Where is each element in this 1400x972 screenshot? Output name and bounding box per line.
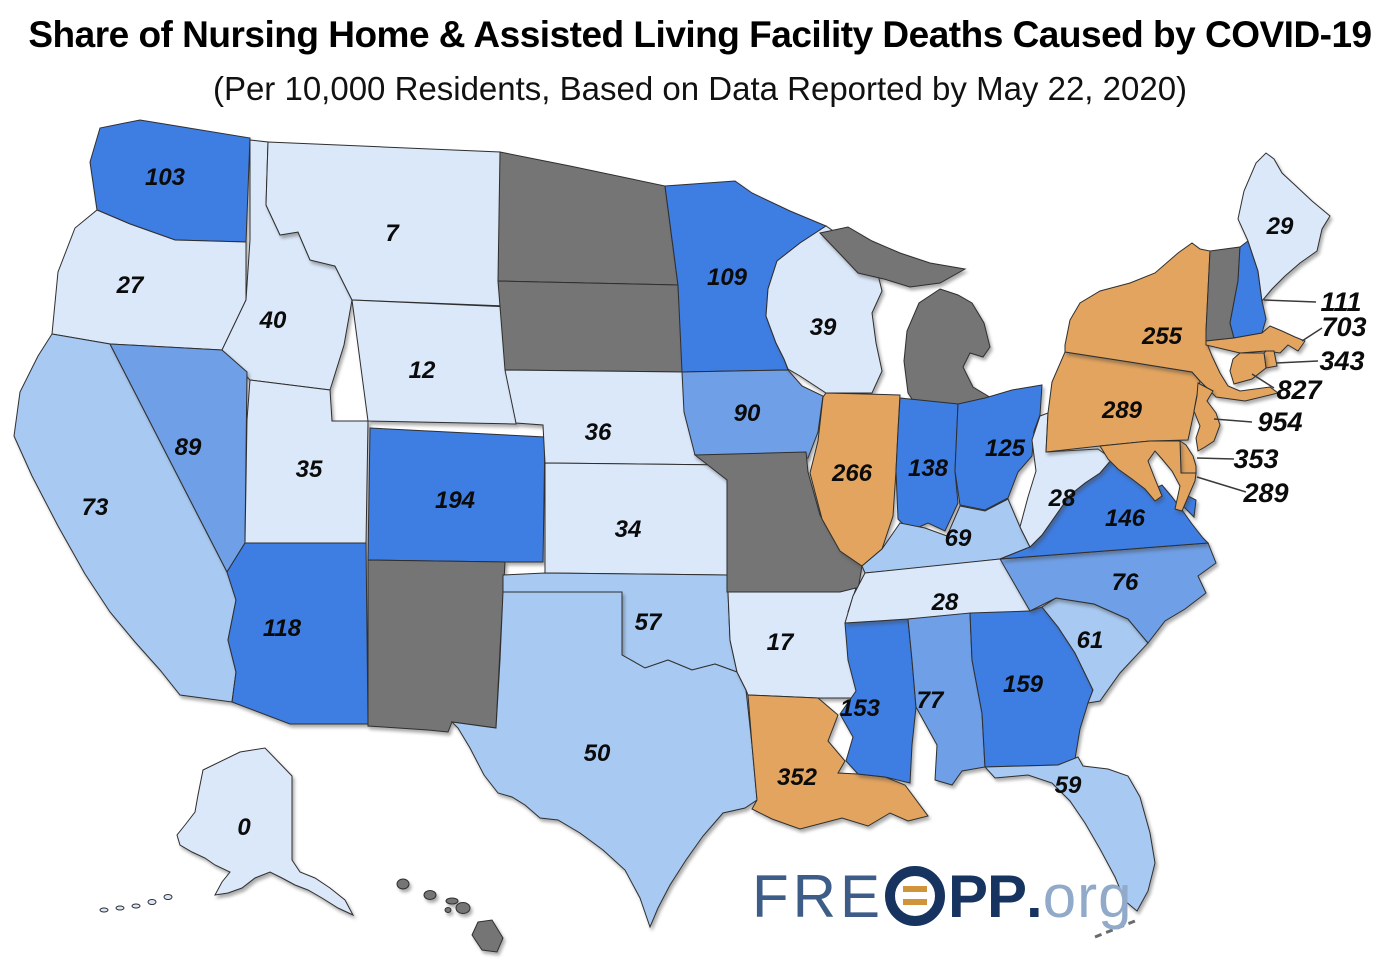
state-value-AL: 77 [917, 687, 945, 714]
callout-line-MD [1196, 476, 1247, 493]
state-value-AK: 0 [237, 814, 251, 841]
alaska-aleutian-islands [99, 894, 173, 913]
state-value-MS: 153 [840, 695, 881, 722]
state-florida [983, 756, 1156, 912]
state-value-WV: 28 [1048, 485, 1076, 512]
state-value-PA: 289 [1101, 397, 1143, 424]
state-maine [1237, 152, 1331, 303]
state-alaska [176, 747, 355, 917]
chart-subtitle: (Per 10,000 Residents, Based on Data Rep… [212, 70, 1188, 107]
state-value-IL: 266 [831, 460, 873, 487]
state-value-WA: 103 [145, 164, 186, 191]
callout-line-NJ [1213, 418, 1253, 423]
state-value-WY: 12 [409, 357, 436, 384]
state-wyoming [351, 299, 517, 425]
callout-line-CT [1251, 373, 1275, 389]
state-south-dakota [497, 280, 684, 373]
state-connecticut [1229, 352, 1267, 385]
state-value-MN: 109 [707, 264, 748, 291]
state-north-dakota [497, 151, 679, 286]
state-value-SC: 61 [1077, 627, 1104, 654]
logo-dot-text: . [1026, 862, 1043, 930]
state-michigan-upper [819, 226, 967, 288]
logo-equals-bar-bottom [903, 899, 927, 905]
state-value-labels-layer: 103 27 73 40 89 35 118 7 12 194 36 34 57… [82, 164, 1294, 841]
callout-value-NJ: 954 [1257, 407, 1302, 437]
state-michigan-lower [903, 288, 1003, 412]
state-colorado [367, 427, 546, 563]
state-value-ID: 40 [259, 307, 287, 334]
callout-line-MA [1301, 327, 1323, 342]
state-value-UT: 35 [296, 456, 323, 483]
state-value-NY: 255 [1141, 323, 1183, 350]
state-value-OR: 27 [116, 272, 145, 299]
state-value-IN: 138 [908, 455, 949, 482]
state-texas [450, 591, 758, 929]
logo-fre-text: FRE [752, 862, 884, 930]
callout-value-RI: 343 [1319, 346, 1364, 376]
logo-pp-text: PP [948, 862, 1027, 930]
state-north-carolina [999, 542, 1217, 644]
freopp-logo: FRE PP . org [752, 860, 1132, 932]
state-value-TX: 50 [584, 740, 611, 767]
state-new-mexico [367, 559, 506, 733]
logo-org-text: org [1042, 862, 1133, 930]
logo-equals-bar-top [903, 886, 927, 892]
state-value-KY: 69 [945, 525, 972, 552]
state-value-WI: 39 [810, 314, 837, 341]
callout-line-RI [1275, 360, 1319, 364]
state-hawaii [396, 878, 504, 953]
state-utah [244, 379, 369, 544]
state-value-CA: 73 [82, 494, 109, 521]
state-value-KS: 34 [615, 516, 642, 543]
state-value-FL: 59 [1055, 772, 1082, 799]
callout-value-CT: 827 [1276, 375, 1323, 405]
state-value-AZ: 118 [263, 615, 302, 642]
state-maryland [1099, 440, 1197, 512]
callouts-layer: 111 703 343 827 954 353 289 [1196, 287, 1367, 508]
state-new-york [1064, 242, 1280, 402]
state-value-TN: 28 [931, 589, 959, 616]
state-value-AR: 17 [767, 629, 795, 656]
state-value-OK: 57 [635, 609, 663, 636]
callout-line-NH [1263, 299, 1317, 303]
state-value-VA: 146 [1105, 505, 1146, 532]
state-arizona [226, 542, 369, 725]
state-delaware [1179, 440, 1197, 474]
callout-value-MD: 289 [1242, 478, 1288, 508]
state-value-LA: 352 [777, 764, 818, 791]
logo-equality-o-icon [885, 866, 945, 926]
callout-value-NH: 111 [1320, 287, 1361, 317]
state-value-NV: 89 [175, 434, 202, 461]
state-west-virginia [1019, 412, 1113, 548]
state-value-NE: 36 [585, 419, 612, 446]
state-value-MT: 7 [385, 220, 400, 247]
state-value-CO: 194 [435, 487, 475, 514]
states-layer [13, 119, 1331, 953]
callout-value-MA: 703 [1321, 312, 1366, 342]
callout-value-DE: 353 [1233, 444, 1278, 474]
state-value-IA: 90 [734, 400, 761, 427]
state-new-jersey [1193, 382, 1221, 452]
callout-line-DE [1196, 457, 1235, 460]
state-value-OH: 125 [985, 435, 1026, 462]
state-value-ME: 29 [1266, 213, 1294, 240]
state-ohio [954, 384, 1043, 511]
state-louisiana [747, 694, 929, 830]
state-value-NC: 76 [1112, 569, 1139, 596]
state-iowa [681, 369, 824, 459]
state-value-GA: 159 [1003, 671, 1044, 698]
chart-title: Share of Nursing Home & Assisted Living … [28, 14, 1372, 55]
